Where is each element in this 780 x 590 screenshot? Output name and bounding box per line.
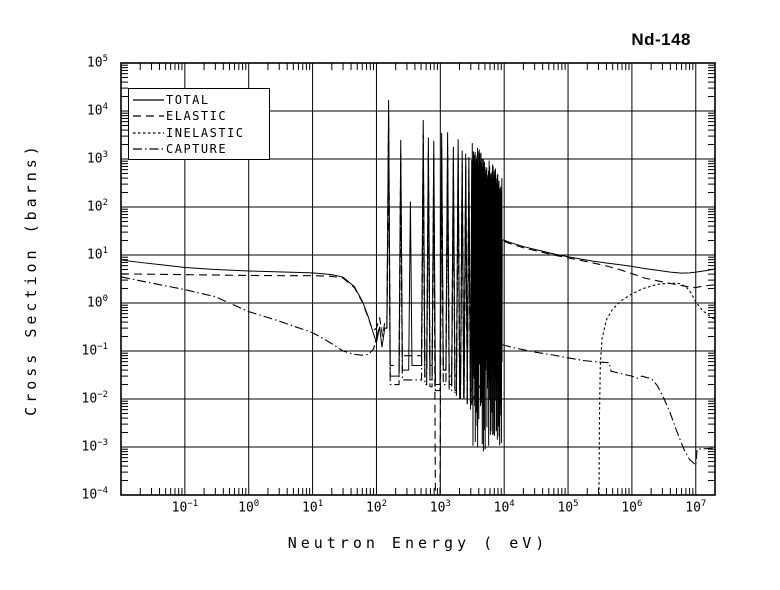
- legend-label: CAPTURE: [166, 142, 228, 157]
- legend-label: INELASTIC: [166, 125, 245, 140]
- y-tick-label: 103: [86, 150, 108, 167]
- legend-item-elastic: ELASTIC: [132, 108, 269, 124]
- y-axis-title: Cross Section (barns): [22, 142, 40, 416]
- x-tick-label: 10−1: [171, 499, 199, 516]
- legend-line-dashdot-icon: [133, 148, 164, 150]
- legend-item-total: TOTAL: [132, 92, 269, 108]
- x-tick-label: 104: [493, 499, 515, 516]
- y-tick-label: 105: [86, 54, 108, 71]
- y-tick-label: 104: [86, 102, 108, 119]
- plot-title: Nd-148: [631, 30, 691, 49]
- legend: TOTAL ELASTIC INELASTIC CAPTURE: [128, 88, 270, 160]
- y-tick-label: 102: [86, 198, 108, 215]
- curve-inelastic: [598, 282, 715, 495]
- curve-elastic: [121, 113, 715, 495]
- x-axis-title: Neutron Energy ( eV): [287, 534, 549, 552]
- plot-frame: [120, 62, 716, 496]
- y-tick-label: 101: [86, 246, 108, 263]
- legend-item-inelastic: INELASTIC: [132, 125, 269, 141]
- y-tick-label: 10−3: [81, 438, 109, 455]
- x-tick-label: 105: [557, 499, 579, 516]
- x-tick-label: 106: [621, 499, 643, 516]
- legend-line-solid-icon: [133, 99, 164, 101]
- x-tick-label: 102: [365, 499, 388, 516]
- y-tick-label: 100: [86, 294, 108, 311]
- legend-item-capture: CAPTURE: [132, 141, 269, 157]
- x-tick-label: 100: [238, 499, 260, 516]
- y-tick-label: 10−1: [81, 342, 109, 359]
- legend-line-dashed-icon: [133, 115, 164, 118]
- legend-label: TOTAL: [166, 93, 210, 108]
- y-tick-label: 10−4: [81, 486, 109, 503]
- x-tick-label: 103: [429, 499, 451, 516]
- x-tick-label: 107: [685, 499, 707, 516]
- x-tick-label: 101: [302, 499, 324, 516]
- curve-total: [121, 99, 715, 452]
- legend-line-dotted-icon: [133, 132, 164, 134]
- y-tick-label: 10−2: [81, 390, 109, 407]
- legend-label: ELASTIC: [166, 109, 228, 124]
